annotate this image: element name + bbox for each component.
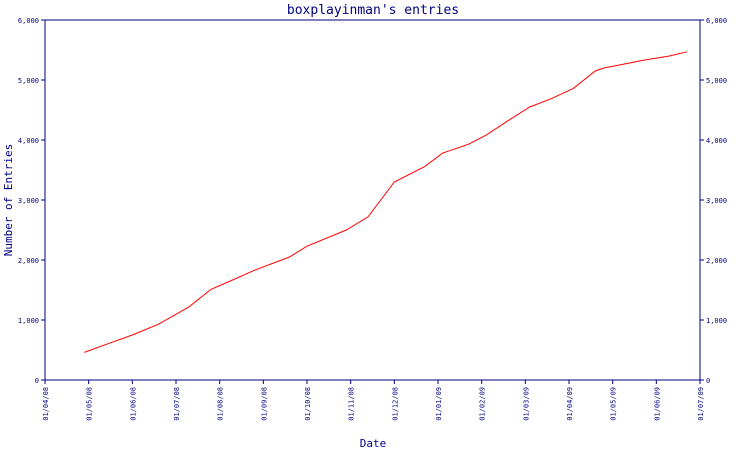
- x-tick-label: 01/07/08: [173, 387, 181, 421]
- x-tick-label: 01/03/09: [522, 387, 530, 421]
- y-tick-label-right: 6,000: [706, 17, 727, 25]
- x-tick-label: 01/07/09: [697, 387, 705, 421]
- x-tick-label: 01/06/08: [129, 387, 137, 421]
- series-line: [84, 51, 688, 353]
- x-axis-label: Date: [360, 437, 387, 450]
- y-tick-label-right: 1,000: [706, 317, 727, 325]
- y-axis-label: Number of Entries: [2, 144, 15, 257]
- x-tick-label: 01/02/09: [479, 387, 487, 421]
- y-tick-label-left: 4,000: [18, 137, 39, 145]
- x-tick-label: 01/04/09: [566, 387, 574, 421]
- y-tick-label-right: 4,000: [706, 137, 727, 145]
- x-tick-label: 01/10/08: [304, 387, 312, 421]
- y-tick-label-left: 2,000: [18, 257, 39, 265]
- y-tick-label-right: 0: [706, 377, 710, 385]
- y-tick-label-left: 1,000: [18, 317, 39, 325]
- y-tick-label-right: 5,000: [706, 77, 727, 85]
- y-tick-label-right: 3,000: [706, 197, 727, 205]
- x-tick-label: 01/09/08: [260, 387, 268, 421]
- x-tick-label: 01/01/09: [435, 387, 443, 421]
- x-tick-label: 01/05/09: [610, 387, 618, 421]
- x-tick-label: 01/12/08: [391, 387, 399, 421]
- plot-area: [44, 19, 701, 381]
- x-tick-label: 01/06/09: [653, 387, 661, 421]
- y-tick-label-left: 5,000: [18, 77, 39, 85]
- x-axis: 01/04/08 01/05/08 01/06/08 01/07/08 01/08/08…: [42, 380, 705, 421]
- y-tick-label-left: 6,000: [18, 17, 39, 25]
- x-tick-label: 01/08/08: [217, 387, 225, 421]
- x-tick-label: 01/05/08: [86, 387, 94, 421]
- y-tick-label-right: 2,000: [706, 257, 727, 265]
- y-tick-label-left: 3,000: [18, 197, 39, 205]
- y-tick-label-left: 0: [35, 377, 39, 385]
- x-tick-label: 01/04/08: [42, 387, 50, 421]
- y-axis-left: 0 1,000 2,000 3,000 4,000 5,000 6,000: [18, 17, 45, 385]
- x-tick-label: 01/11/08: [348, 387, 356, 421]
- chart-title: boxplayinman's entries: [287, 3, 459, 18]
- y-axis-right: 0 1,000 2,000 3,000 4,000 5,000 6,000: [700, 17, 727, 385]
